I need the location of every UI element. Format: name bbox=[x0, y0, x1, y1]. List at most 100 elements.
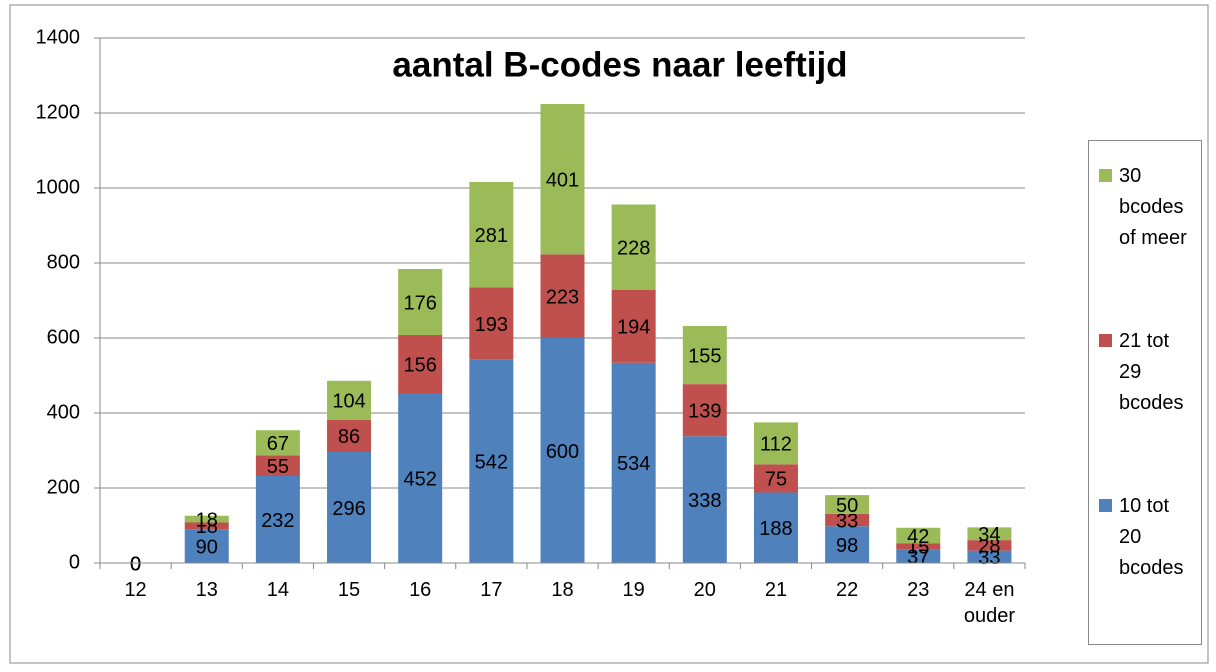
data-label: 232 bbox=[261, 510, 294, 532]
bar-segment bbox=[540, 254, 585, 338]
data-label: 155 bbox=[688, 345, 721, 367]
x-tick-label: 13 bbox=[195, 579, 218, 601]
bar-segment bbox=[896, 543, 941, 550]
bar-segment bbox=[753, 464, 798, 493]
bar-segment bbox=[825, 513, 870, 527]
y-tick-label: 0 bbox=[69, 551, 80, 573]
data-label: 34 bbox=[978, 524, 1000, 546]
data-label: 112 bbox=[760, 434, 792, 456]
x-tick-label: 15 bbox=[337, 579, 361, 601]
bar-segment bbox=[540, 338, 585, 563]
data-label: 296 bbox=[332, 498, 365, 520]
data-label: 193 bbox=[475, 314, 508, 336]
bar-segment bbox=[967, 540, 1012, 551]
bar-segment bbox=[184, 515, 229, 523]
bar-segment bbox=[398, 393, 443, 563]
data-label: 188 bbox=[759, 518, 792, 540]
data-label: 401 bbox=[546, 169, 579, 191]
bar-segment bbox=[611, 362, 656, 563]
bar-segment bbox=[469, 287, 514, 360]
x-tick-label: 14 bbox=[266, 579, 289, 601]
bar-segment bbox=[967, 550, 1012, 563]
data-label: 28 bbox=[978, 536, 1000, 558]
bar-segment bbox=[255, 476, 300, 563]
legend-item: 21 tot 29 bcodes bbox=[1099, 326, 1199, 419]
bar-segment bbox=[469, 182, 514, 288]
data-label: 0 bbox=[130, 553, 141, 575]
y-tick-label: 400 bbox=[47, 401, 80, 423]
bar-segment bbox=[184, 529, 229, 563]
data-label: 228 bbox=[617, 238, 650, 260]
x-tick-label: 24 en ouder bbox=[963, 579, 1015, 627]
data-label: 90 bbox=[196, 536, 218, 558]
x-tick-label: 16 bbox=[409, 579, 432, 601]
data-label: 542 bbox=[475, 452, 508, 474]
chart-border bbox=[9, 4, 1209, 664]
x-tick-label: 19 bbox=[622, 579, 645, 601]
bar-segment bbox=[611, 204, 656, 290]
data-label: 176 bbox=[404, 292, 437, 314]
bar-segment bbox=[967, 527, 1012, 541]
y-tick-label: 1000 bbox=[36, 176, 81, 198]
x-tick-label: 23 bbox=[907, 579, 930, 601]
y-tick-label: 800 bbox=[47, 251, 80, 273]
bar-segment bbox=[825, 495, 870, 514]
bar-segment bbox=[327, 380, 372, 420]
data-label: 42 bbox=[907, 526, 929, 548]
y-tick-label: 1200 bbox=[36, 101, 81, 123]
data-label: 33 bbox=[978, 547, 1000, 569]
data-label: 194 bbox=[617, 317, 650, 339]
legend-item: 30 bcodes of meer bbox=[1099, 161, 1199, 254]
bar-segment bbox=[896, 527, 941, 544]
bar-segment bbox=[255, 430, 300, 456]
data-label: 534 bbox=[617, 453, 650, 475]
data-label: 600 bbox=[546, 441, 579, 463]
bar-segment bbox=[255, 455, 300, 476]
bar-segment bbox=[753, 492, 798, 563]
data-label: 0 bbox=[130, 553, 141, 575]
y-tick-label: 200 bbox=[47, 476, 80, 498]
data-label: 104 bbox=[332, 391, 365, 413]
data-label: 55 bbox=[267, 456, 289, 478]
bar-segment bbox=[184, 522, 229, 530]
chart-title: aantal B-codes naar leeftijd bbox=[392, 45, 847, 84]
data-label: 156 bbox=[404, 355, 437, 377]
bar-segment bbox=[469, 359, 514, 563]
bar-segment bbox=[753, 422, 798, 465]
data-label: 18 bbox=[196, 509, 218, 531]
data-label: 33 bbox=[836, 510, 858, 532]
data-label: 0 bbox=[130, 553, 141, 575]
bar-segment bbox=[896, 549, 941, 563]
bar-segment bbox=[611, 290, 656, 363]
x-tick-label: 20 bbox=[693, 579, 716, 601]
bar-segment bbox=[682, 436, 727, 563]
bar-segment bbox=[682, 326, 727, 385]
data-label: 281 bbox=[475, 225, 508, 247]
x-tick-label: 12 bbox=[124, 579, 147, 601]
data-label: 75 bbox=[765, 469, 787, 491]
data-label: 98 bbox=[836, 535, 858, 557]
bar-segment bbox=[398, 269, 443, 335]
legend-label: 21 tot 29 bcodes bbox=[1119, 330, 1184, 414]
bar-segment bbox=[327, 452, 372, 563]
bar-segment bbox=[825, 526, 870, 563]
data-label: 86 bbox=[338, 426, 360, 448]
y-tick-label: 600 bbox=[47, 326, 80, 348]
x-tick-label: 21 bbox=[764, 579, 788, 601]
bar-segment bbox=[682, 384, 727, 437]
data-label: 452 bbox=[404, 469, 437, 491]
data-label: 67 bbox=[267, 433, 289, 455]
legend-label: 30 bcodes of meer bbox=[1119, 165, 1187, 249]
data-label: 223 bbox=[546, 286, 579, 308]
legend-swatch bbox=[1099, 334, 1112, 347]
bar-segment bbox=[540, 104, 585, 255]
data-label: 139 bbox=[688, 400, 721, 422]
legend-item: 10 tot 20 bcodes bbox=[1099, 491, 1199, 584]
x-tick-label: 22 bbox=[835, 579, 859, 601]
bar-segment bbox=[327, 419, 372, 452]
legend-label: 10 tot 20 bcodes bbox=[1119, 495, 1184, 579]
x-tick-label: 18 bbox=[551, 579, 574, 601]
y-tick-label: 1400 bbox=[36, 26, 81, 48]
legend: 30 bcodes of meer 21 tot 29 bcodes 10 tot … bbox=[1088, 140, 1202, 645]
